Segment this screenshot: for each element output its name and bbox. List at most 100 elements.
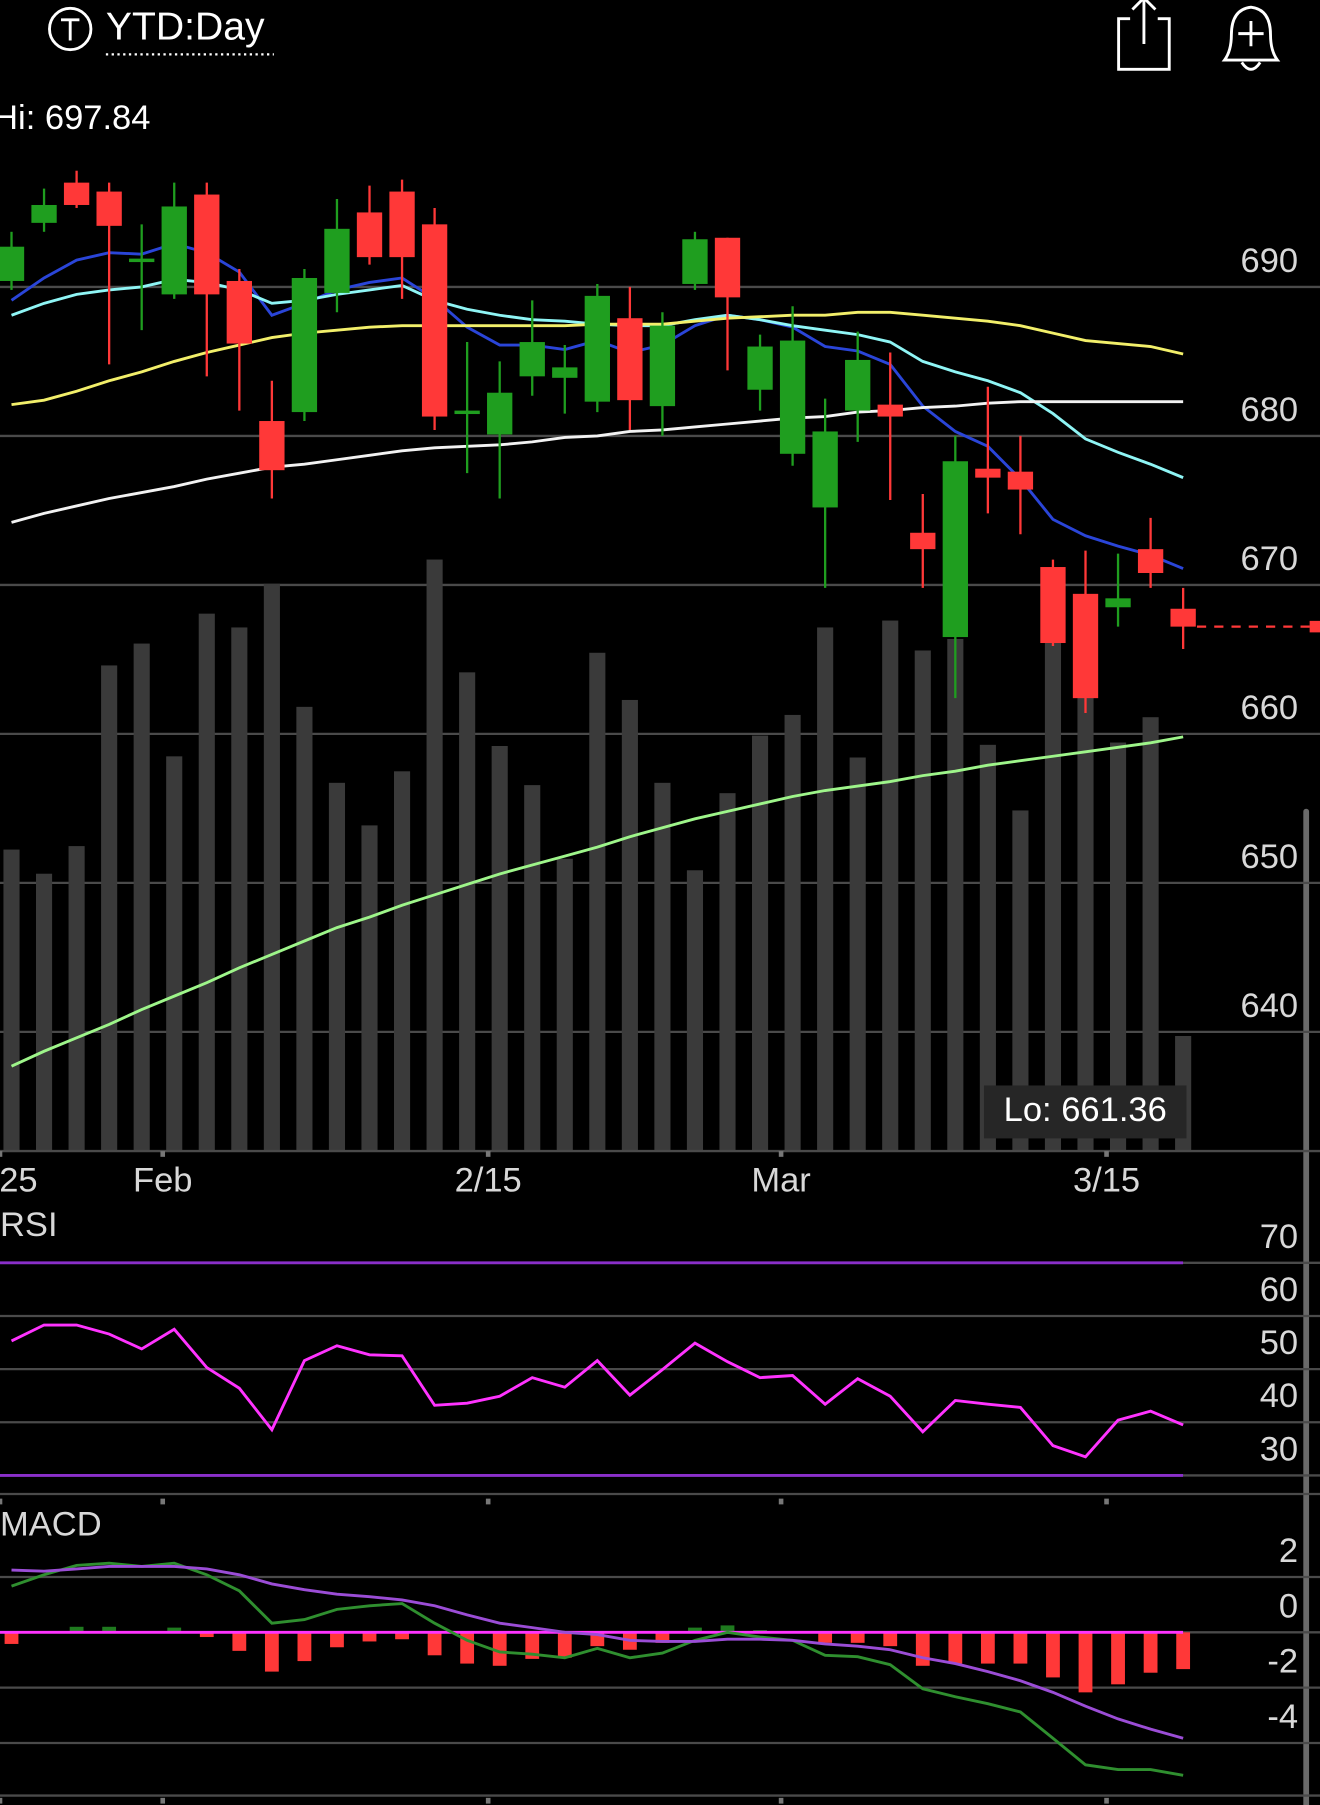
volume-bar — [589, 652, 606, 1152]
y-tick-label: -4 — [1267, 1698, 1298, 1736]
candle-body — [324, 228, 350, 293]
alert-button[interactable] — [1221, 5, 1281, 71]
candle-body — [584, 295, 610, 402]
volume-bar — [296, 706, 313, 1152]
candle-body — [454, 410, 480, 415]
symbol-icon[interactable] — [48, 6, 93, 52]
y-tick-label: 50 — [1260, 1324, 1298, 1362]
histogram-bar — [330, 1632, 344, 1648]
icon-circle — [48, 6, 93, 52]
histogram-bar — [232, 1632, 247, 1651]
volume-bar — [1142, 717, 1159, 1152]
histogram-bar — [297, 1632, 312, 1662]
volume-bar — [719, 793, 736, 1152]
candle-body — [1007, 471, 1034, 490]
volume-bar — [979, 744, 996, 1152]
x-tick-label: Mar — [751, 1161, 810, 1199]
volume-bar — [3, 849, 20, 1152]
indicator-line — [11, 1561, 1184, 1777]
candle-body — [161, 206, 187, 295]
indicator-line — [10, 1323, 1184, 1459]
candle-body — [812, 431, 838, 508]
candle-body — [845, 359, 871, 411]
candle-body — [649, 325, 676, 407]
x-tick-label: Feb — [133, 1161, 192, 1199]
candle-body — [1072, 593, 1099, 699]
histogram-bar — [1176, 1632, 1191, 1670]
volume-bar — [556, 858, 573, 1152]
y-tick-label: 70 — [1260, 1218, 1298, 1256]
x-tick-label: 3/15 — [1073, 1161, 1140, 1199]
histogram-bar — [1078, 1632, 1093, 1693]
volume-bar — [393, 771, 411, 1152]
x-tick-label: 25 — [0, 1161, 38, 1199]
y-tick-label: 680 — [1241, 391, 1299, 429]
candle-body — [129, 258, 155, 263]
candle-body — [487, 392, 513, 435]
volume-bar — [198, 613, 215, 1152]
candle-body — [1137, 549, 1164, 573]
candle-body — [779, 340, 806, 454]
hi-label: Hi: 697.84 — [0, 99, 150, 137]
histogram-bar — [1046, 1632, 1060, 1678]
volume-bar — [231, 627, 248, 1152]
volume-bar — [817, 627, 834, 1152]
histogram-bar — [395, 1632, 409, 1640]
volume-bar — [35, 873, 53, 1152]
histogram-bar — [720, 1625, 735, 1633]
panel-title: MACD — [0, 1505, 102, 1543]
volume-bar — [751, 735, 769, 1152]
histogram-bar — [980, 1632, 995, 1664]
volume-bar — [524, 785, 541, 1152]
candle-body — [910, 532, 936, 550]
histogram-bar — [557, 1632, 572, 1658]
histogram-bar — [427, 1632, 442, 1656]
lo-box — [983, 1085, 1187, 1139]
volume-bar — [166, 756, 183, 1152]
volume-bar — [1109, 742, 1127, 1152]
volume-bar — [654, 782, 671, 1152]
indicator-line — [10, 735, 1184, 1068]
candle-body — [389, 191, 415, 258]
candle-body — [259, 421, 285, 471]
candle-body — [63, 182, 90, 205]
share-button[interactable] — [1117, 0, 1171, 71]
candle-body — [356, 212, 383, 258]
x-tick-label: 2/15 — [455, 1161, 522, 1199]
volume-bar — [1012, 810, 1029, 1152]
histogram-bar — [4, 1632, 19, 1644]
y-tick-label: 40 — [1260, 1377, 1298, 1415]
histogram-bar — [199, 1632, 214, 1638]
histogram-bar — [818, 1632, 833, 1643]
panel-title: RSI — [0, 1206, 58, 1244]
volume-bar — [882, 620, 899, 1152]
candle-body — [747, 346, 773, 390]
y-tick-label: 650 — [1241, 838, 1299, 876]
candle-body — [31, 204, 57, 223]
volume-bar — [68, 846, 85, 1152]
candle-body — [194, 194, 220, 295]
candle-body — [421, 224, 448, 417]
histogram-bar — [362, 1632, 377, 1642]
histogram-bar — [1143, 1632, 1158, 1673]
bell-plus — [1238, 20, 1264, 71]
y-tick-label: 0 — [1279, 1587, 1298, 1625]
volume-bar — [1044, 638, 1062, 1152]
y-tick-label: 60 — [1260, 1271, 1298, 1309]
range-title[interactable]: YTD:Day — [106, 5, 265, 48]
candle-body — [975, 468, 1001, 478]
share-arrow — [1131, 0, 1157, 44]
histogram-bar — [69, 1626, 84, 1633]
volume-bar — [361, 825, 378, 1152]
volume-bar — [491, 745, 508, 1152]
icon-t — [60, 18, 80, 41]
volume-bar — [459, 672, 476, 1152]
y-tick-label: 2 — [1279, 1532, 1298, 1570]
histogram-bar — [915, 1632, 930, 1666]
candle-body — [1105, 598, 1131, 608]
plots: 640 650 660 670 680 690 25 Feb 2/15 Mar 3/15 30 40 50… — [0, 170, 1320, 1804]
y-tick-label: 670 — [1241, 540, 1299, 578]
histogram-bar — [655, 1632, 670, 1643]
